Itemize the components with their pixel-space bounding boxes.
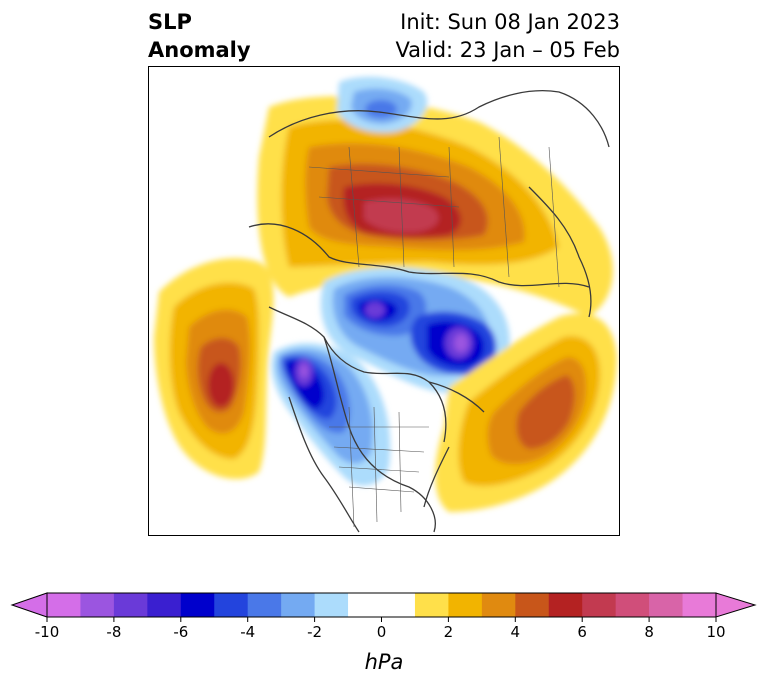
coastlines [248, 90, 610, 533]
forecast-dates: Init: Sun 08 Jan 2023 Valid: 23 Jan – 05… [395, 8, 620, 64]
colorbar-swatch [281, 593, 316, 617]
colorbar-extend-max [715, 592, 757, 618]
colorbar-swatch [147, 593, 182, 617]
colorbar-extend-min [10, 592, 48, 618]
title-line-1: SLP [148, 10, 192, 34]
colorbar-tick-label: 8 [644, 623, 654, 641]
colorbar-swatch [649, 593, 684, 617]
anomaly-map [148, 66, 620, 536]
colorbar-swatch [47, 593, 81, 617]
colorbar-tick-label: -4 [240, 623, 255, 641]
colorbar-swatch [682, 593, 717, 617]
title-line-2: Anomaly [148, 38, 251, 62]
colorbar-swatch [113, 593, 148, 617]
colorbar-swatch [548, 593, 583, 617]
anomaly-map-svg [154, 76, 617, 533]
valid-date: Valid: 23 Jan – 05 Feb [395, 38, 620, 62]
init-date: Init: Sun 08 Jan 2023 [400, 10, 620, 34]
map-title: SLP Anomaly [148, 8, 251, 64]
colorbar: -10 -8 -6 -4 -2 0 2 4 6 8 10 [10, 590, 758, 670]
colorbar-tick-label: -8 [106, 623, 121, 641]
colorbar-tick-label: 0 [377, 623, 387, 641]
colorbar-swatch [314, 593, 349, 617]
colorbar-tick-label: 6 [577, 623, 587, 641]
positive-anomaly-pacific [154, 258, 274, 480]
colorbar-swatch [180, 593, 215, 617]
colorbar-swatch [80, 593, 115, 617]
colorbar-tick-label: 10 [706, 623, 725, 641]
colorbar-tick-label: 2 [444, 623, 454, 641]
colorbar-tick-label: 4 [511, 623, 521, 641]
colorbar-swatch [214, 593, 249, 617]
colorbar-svg: -10 -8 -6 -4 -2 0 2 4 6 8 10 [10, 592, 757, 641]
colorbar-tick-label: -10 [35, 623, 60, 641]
colorbar-swatch [348, 593, 416, 617]
political-borders [308, 136, 560, 528]
colorbar-tick-label: -2 [307, 623, 322, 641]
positive-anomaly-atlantic [435, 313, 617, 512]
colorbar-tick-label: -6 [173, 623, 188, 641]
colorbar-swatch [448, 593, 483, 617]
colorbar-swatch [582, 593, 617, 617]
colorbar-swatch [515, 593, 550, 617]
colorbar-units: hPa [364, 650, 404, 674]
colorbar-swatch [615, 593, 650, 617]
colorbar-swatch [247, 593, 282, 617]
negative-anomaly-arctic [320, 267, 510, 393]
anomaly-contours [154, 76, 617, 512]
colorbar-swatch [414, 593, 449, 617]
colorbar-swatch [481, 593, 516, 617]
